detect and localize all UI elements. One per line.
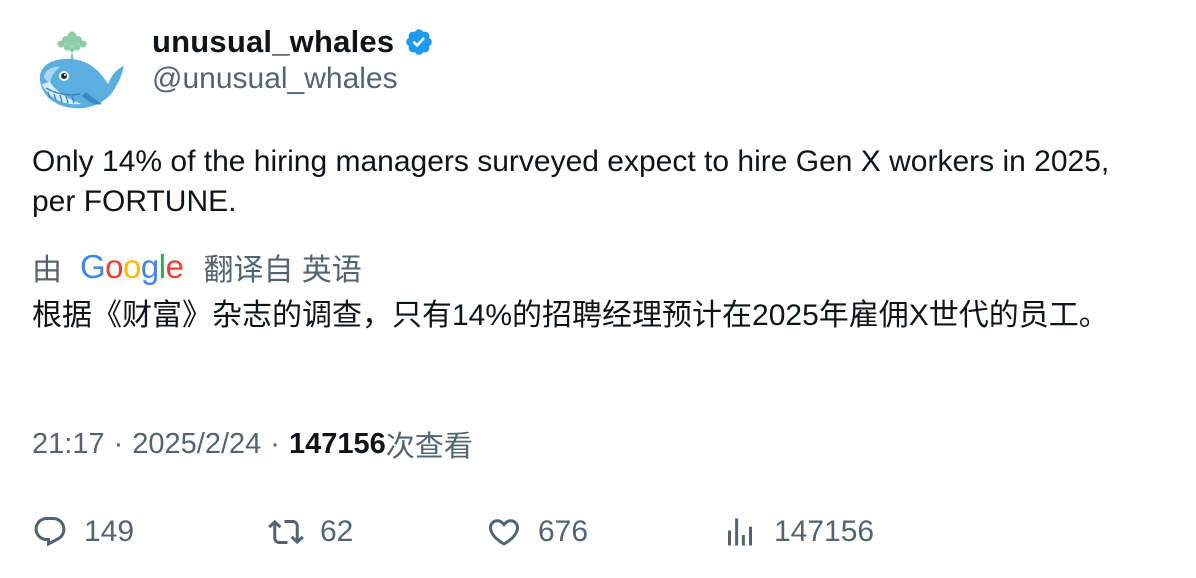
views-button[interactable]: 147156: [722, 508, 874, 556]
retweet-icon: [268, 519, 304, 545]
retweet-count: 62: [320, 515, 354, 548]
reply-button[interactable]: 149: [32, 508, 134, 556]
verified-badge-icon[interactable]: [404, 27, 434, 57]
meta-separator: ·: [113, 427, 124, 460]
action-bar: 149 62 676 147156: [0, 508, 1196, 556]
views-count: 147156: [288, 427, 386, 460]
meta-separator: ·: [270, 427, 280, 460]
translated-text: 根据《财富》杂志的调查，只有14%的招聘经理预计在2025年雇佣X世代的员工。: [32, 299, 1109, 332]
heart-icon: [488, 519, 520, 546]
analytics-icon: [728, 518, 752, 546]
like-button[interactable]: 676: [486, 508, 588, 556]
views-label: 次查看: [385, 431, 473, 463]
whale-icon: [39, 31, 125, 109]
like-count: 676: [538, 515, 589, 548]
reply-count: 149: [84, 515, 135, 548]
author-display-name[interactable]: unusual_whales: [152, 24, 395, 59]
author-handle[interactable]: @unusual_whales: [152, 62, 398, 95]
tweet-time[interactable]: 21:17: [32, 427, 105, 460]
translated-by-prefix: 由: [32, 254, 62, 287]
translated-from-label: 翻译自 英语: [203, 254, 362, 287]
views-action-count: 147156: [774, 515, 875, 548]
retweet-button[interactable]: 62: [268, 508, 353, 556]
avatar[interactable]: [30, 22, 128, 114]
tweet-meta: 21:17 · 2025/2/24 · 147156 次查看: [32, 424, 473, 464]
tweet-text: Only 14% of the hiring managers surveyed…: [32, 145, 1110, 218]
tweet-date[interactable]: 2025/2/24: [132, 427, 262, 460]
author-name-row[interactable]: unusual_whales: [152, 22, 434, 62]
reply-icon: [34, 517, 66, 547]
